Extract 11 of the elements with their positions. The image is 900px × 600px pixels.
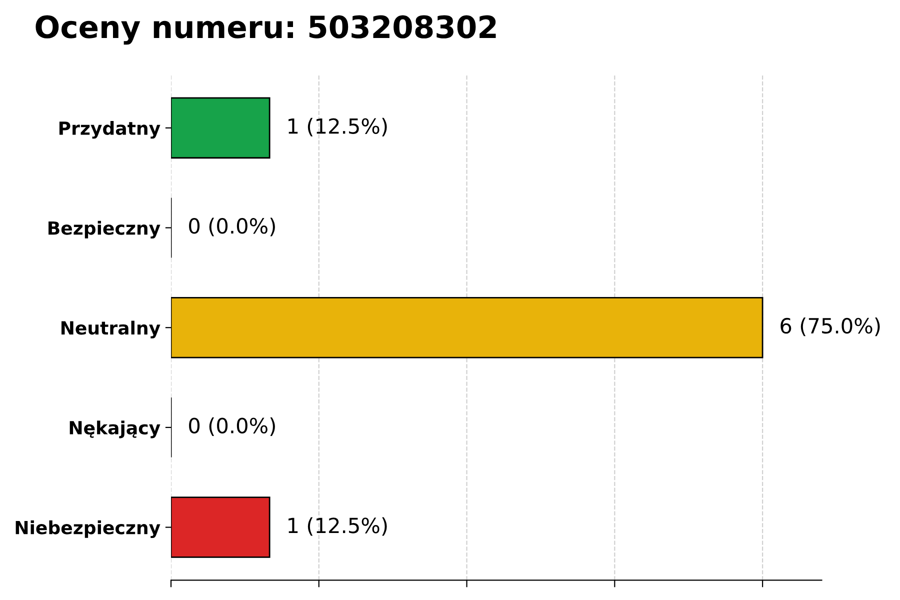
y-tick-label: Przydatny	[59, 121, 160, 139]
data-label: 1 (12.5%)	[288, 517, 387, 536]
data-label: 0 (0.0%)	[189, 218, 275, 236]
y-tick-label: Nękający	[70, 420, 160, 438]
chart-title: Oceny numeru: 503208302	[36, 15, 496, 45]
y-tick-label: Neutralny	[62, 320, 160, 338]
y-tick-label: Bezpieczny	[48, 220, 160, 239]
y-tick-label: Niebezpieczny	[16, 520, 160, 538]
data-label: 6 (75.0%)	[780, 318, 880, 336]
data-label: 1 (12.5%)	[288, 118, 387, 136]
data-label: 0 (0.0%)	[189, 417, 275, 436]
